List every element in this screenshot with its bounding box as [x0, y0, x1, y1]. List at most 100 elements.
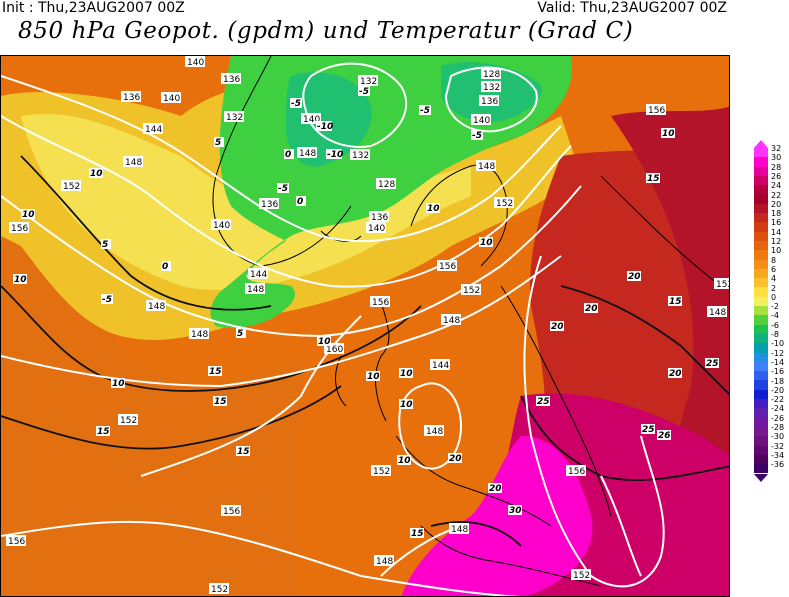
mediterranean-coast	[420, 525, 602, 587]
svg-text:148: 148	[125, 158, 142, 168]
temp-label-10-c: 10	[13, 274, 27, 285]
svg-text:148: 148	[247, 285, 264, 295]
temperature-zone-cold-core-east	[441, 62, 542, 122]
colorbar-label: -36	[771, 460, 785, 470]
geopotential-contours	[1, 62, 665, 596]
map-title: 850 hPa Geopot. (gpdm) und Temperatur (G…	[18, 18, 634, 44]
geo-label-152-f: 152	[209, 583, 229, 595]
svg-text:-5: -5	[420, 106, 430, 116]
svg-text:10: 10	[398, 456, 411, 466]
svg-text:156: 156	[372, 298, 389, 308]
colorbar-cell	[754, 185, 768, 195]
contour-128-east	[444, 66, 538, 133]
colorbar-label: 32	[771, 144, 782, 153]
svg-text:20: 20	[669, 369, 682, 379]
temp-label-25-a: 25	[536, 396, 550, 407]
geo-label-152-h: 152	[714, 278, 730, 290]
geo-label-136-d: 136	[479, 95, 499, 107]
temp-label-m10-a: -10	[326, 149, 343, 160]
geo-label-140-d: 140	[471, 114, 491, 126]
colorbar-cell	[754, 278, 768, 288]
colorbar-cell	[754, 352, 768, 362]
colorbar-scale	[754, 148, 768, 474]
colorbar-cell	[754, 417, 768, 427]
temp-label-10-d: 10	[426, 203, 440, 214]
colorbar-label: 0	[771, 292, 777, 302]
temp-label-15-d: 15	[213, 396, 227, 407]
colorbar-label: 12	[771, 237, 782, 246]
svg-text:140: 140	[187, 58, 204, 68]
geo-label-152-b: 152	[494, 197, 514, 209]
colorbar-cell	[754, 324, 768, 334]
temp-label-26: 26	[657, 430, 671, 441]
svg-text:132: 132	[352, 151, 369, 161]
svg-text:25: 25	[706, 359, 719, 369]
temp-label-25-c: 25	[705, 358, 719, 369]
geo-label-148-d: 148	[146, 300, 166, 312]
svg-text:140: 140	[213, 221, 230, 231]
temp-label-10-l: 20	[448, 453, 462, 464]
svg-text:20: 20	[551, 322, 564, 332]
temp-label-10-i: 10	[366, 371, 380, 382]
contour-144	[1, 115, 572, 288]
geo-label-156-g: 156	[566, 465, 586, 477]
svg-text:136: 136	[371, 213, 388, 223]
colorbar-cell	[754, 148, 768, 158]
svg-text:-10: -10	[327, 150, 343, 160]
colorbar-label: -14	[771, 357, 785, 367]
svg-text:148: 148	[148, 302, 165, 312]
geo-label-156-c: 156	[437, 260, 457, 272]
geo-label-140-f: 140	[366, 222, 386, 234]
svg-text:15: 15	[237, 447, 250, 457]
colorbar-cell	[754, 296, 768, 307]
svg-text:148: 148	[426, 427, 443, 437]
svg-text:5: 5	[102, 240, 108, 250]
colorbar-label: 30	[771, 153, 782, 163]
svg-text:136: 136	[261, 200, 278, 210]
svg-text:20: 20	[628, 272, 641, 282]
svg-text:10: 10	[400, 369, 413, 379]
temp-label-20-a: 20	[627, 271, 641, 282]
geo-label-136-a: 136	[221, 73, 241, 85]
geo-label-160: 160	[324, 343, 344, 355]
svg-text:140: 140	[163, 94, 180, 104]
colorbar-label: -26	[771, 413, 785, 423]
svg-text:20: 20	[585, 304, 598, 314]
colorbar-label: 18	[771, 209, 782, 219]
svg-text:-5: -5	[102, 295, 112, 305]
svg-text:132: 132	[360, 77, 377, 87]
geo-label-148-a: 148	[245, 283, 265, 295]
colorbar-label: 14	[771, 227, 782, 237]
colorbar-cell	[754, 231, 768, 241]
geo-label-144-b: 144	[143, 123, 163, 135]
svg-text:15: 15	[647, 174, 660, 184]
geo-label-148-e: 148	[189, 328, 209, 340]
svg-text:-5: -5	[359, 87, 369, 97]
geo-label-148-g: 148	[424, 425, 444, 437]
colorbar-label: -8	[771, 330, 779, 339]
temp-label-15-e: 15	[96, 426, 110, 437]
colorbar-cell	[754, 464, 768, 474]
svg-text:10: 10	[367, 372, 380, 382]
colorbar-label: -12	[771, 348, 785, 358]
geo-label-132-a: 132	[224, 111, 244, 123]
colorbar-label: -24	[771, 404, 785, 414]
colorbar-cell	[754, 408, 768, 418]
svg-text:5: 5	[237, 329, 243, 339]
svg-text:144: 144	[432, 361, 449, 371]
temp-label-20-e: 20	[488, 483, 502, 494]
svg-text:128: 128	[378, 180, 395, 190]
geo-label-156-a: 156	[9, 222, 29, 234]
svg-text:152: 152	[716, 280, 730, 290]
contour-148	[1, 185, 582, 338]
temp-label-5-c: 5	[236, 328, 246, 339]
geo-label-128-a: 128	[376, 178, 396, 190]
svg-text:152: 152	[63, 182, 80, 192]
svg-text:148: 148	[443, 316, 460, 326]
geo-label-144-c: 144	[430, 359, 450, 371]
temp-label-0-a: 0	[284, 149, 294, 160]
svg-text:128: 128	[483, 70, 500, 80]
svg-text:152: 152	[373, 467, 390, 477]
geo-label-156-f: 156	[6, 535, 26, 547]
svg-text:10: 10	[112, 379, 125, 389]
